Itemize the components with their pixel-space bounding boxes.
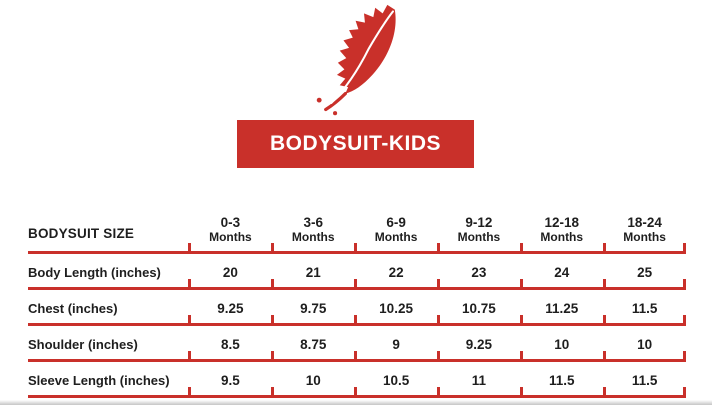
row-label: Chest (inches) (28, 300, 118, 316)
cell-value: 9.25 (465, 336, 493, 352)
column-header: 3-6 Months (272, 215, 355, 250)
cell-value: 11.5 (631, 300, 658, 316)
column-unit: Months (623, 229, 666, 244)
table-title: BODYSUIT SIZE (28, 225, 135, 241)
cell-value: 10.75 (462, 300, 496, 316)
column-unit: Months (374, 229, 418, 244)
row-divider (28, 351, 686, 362)
cell-value: 11.5 (631, 372, 658, 388)
table-row: Chest (inches) 9.25 9.75 10.25 10.75 11.… (28, 290, 686, 326)
column-unit: Months (291, 229, 335, 244)
cell-value: 9.25 (217, 300, 244, 316)
cell-value: 23 (471, 264, 487, 280)
table-row: Body Length (inches) 20 21 22 23 24 25 (28, 254, 686, 290)
feather-icon (316, 4, 396, 116)
cell-value: 10 (554, 336, 570, 352)
table-header-row: BODYSUIT SIZE 0-3 Months 3-6 Months 6-9 … (28, 212, 686, 254)
column-range: 0-3 (220, 215, 241, 231)
table-row: Sleeve Length (inches) 9.5 10 10.5 11 11… (28, 362, 686, 398)
row-divider (28, 315, 686, 326)
column-header: 12-18 Months (520, 215, 603, 250)
cell-value: 9.75 (300, 300, 327, 316)
cell-value: 21 (305, 264, 321, 280)
row-divider (28, 279, 686, 290)
row-label: Body Length (inches) (28, 264, 161, 280)
cell-value: 10.25 (379, 300, 413, 316)
column-range: 9-12 (465, 215, 493, 231)
cell-value: 24 (554, 264, 570, 280)
column-range: 6-9 (386, 215, 406, 231)
cell-value: 10 (305, 372, 321, 388)
row-divider (28, 243, 686, 254)
column-range: 3-6 (303, 215, 323, 231)
cell-value: 9 (392, 336, 400, 352)
page-title: BODYSUIT-KIDS (269, 132, 441, 155)
column-unit: Months (209, 229, 252, 244)
title-banner: BODYSUIT-KIDS (237, 120, 474, 168)
row-divider (28, 387, 686, 398)
row-label: Sleeve Length (inches) (28, 372, 170, 388)
table-row: Shoulder (inches) 8.5 8.75 9 9.25 10 10 (28, 326, 686, 362)
cell-value: 22 (388, 264, 404, 280)
cell-value: 9.5 (221, 372, 240, 388)
column-header: 0-3 Months (189, 215, 272, 250)
cell-value: 11.25 (545, 300, 579, 316)
bottom-edge-artifact (0, 400, 712, 405)
cell-value: 10.5 (382, 372, 410, 388)
column-header: 18-24 Months (603, 215, 686, 250)
column-range: 12-18 (544, 215, 579, 231)
cell-value: 8.75 (300, 336, 327, 352)
cell-value: 20 (222, 264, 238, 280)
column-header: 6-9 Months (355, 215, 438, 250)
cell-value: 8.5 (221, 336, 240, 352)
column-unit: Months (457, 229, 501, 244)
cell-value: 10 (637, 336, 653, 352)
column-range: 18-24 (627, 215, 662, 231)
size-table: BODYSUIT SIZE 0-3 Months 3-6 Months 6-9 … (28, 212, 686, 398)
cell-value: 11 (471, 372, 487, 388)
row-label: Shoulder (inches) (28, 336, 138, 352)
cell-value: 11.5 (548, 372, 575, 388)
column-unit: Months (540, 229, 584, 244)
cell-value: 25 (637, 264, 653, 280)
column-header: 9-12 Months (438, 215, 521, 250)
